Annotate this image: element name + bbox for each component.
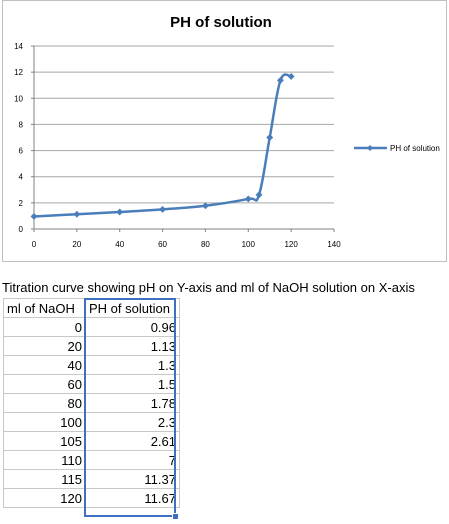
y-tick-labels: 0 2 4 6 8 10 12 14 <box>14 42 23 234</box>
x-tick-label: 40 <box>115 240 124 249</box>
x-tick-label: 60 <box>158 240 167 249</box>
cell-ph[interactable]: 1.13 <box>85 336 180 356</box>
ph-chart: PH of solution 0 2 4 6 8 10 12 14 0 20 40 60 80 100 1… <box>14 14 440 249</box>
column-header-ph[interactable]: PH of solution <box>85 298 180 318</box>
y-tick-label: 0 <box>19 225 24 234</box>
chart-title: PH of solution <box>170 14 272 31</box>
cell-naoh[interactable]: 105 <box>3 431 86 451</box>
chart-caption: Titration curve showing pH on Y-axis and… <box>2 280 415 295</box>
cell-ph[interactable]: 1.78 <box>85 393 180 413</box>
cell-naoh[interactable]: 110 <box>3 450 86 470</box>
x-tick-label: 0 <box>32 240 37 249</box>
data-point <box>287 72 295 81</box>
y-tick-label: 6 <box>19 147 24 156</box>
y-tick-label: 12 <box>14 68 23 77</box>
data-point <box>159 205 167 213</box>
cell-naoh[interactable]: 120 <box>3 488 86 508</box>
table-row: 20 1.13 <box>3 336 180 356</box>
data-point <box>201 202 209 210</box>
data-point <box>255 191 263 199</box>
cell-naoh[interactable]: 80 <box>3 393 86 413</box>
cell-ph[interactable]: 0.96 <box>85 317 180 337</box>
cell-naoh[interactable]: 20 <box>3 336 86 356</box>
legend: PH of solution <box>354 144 440 153</box>
cell-ph[interactable]: 7 <box>85 450 180 470</box>
data-point <box>244 195 252 203</box>
data-point <box>73 210 81 218</box>
cell-ph[interactable]: 11.67 <box>85 488 180 508</box>
y-tick-label: 2 <box>19 199 24 208</box>
cell-naoh[interactable]: 60 <box>3 374 86 394</box>
x-tick-labels: 0 20 40 60 80 100 120 140 <box>32 240 341 249</box>
table-row: 100 2.3 <box>3 412 180 432</box>
cell-naoh[interactable]: 0 <box>3 317 86 337</box>
y-tick-label: 14 <box>14 42 23 51</box>
gridlines <box>34 45 334 204</box>
y-tick-label: 10 <box>14 94 23 103</box>
table-row: 105 2.61 <box>3 431 180 451</box>
data-point <box>276 76 284 84</box>
table-row: 80 1.78 <box>3 393 180 413</box>
fill-handle[interactable] <box>172 513 179 520</box>
x-tick-label: 140 <box>327 240 341 249</box>
column-header-naoh[interactable]: ml of NaOH <box>3 298 86 318</box>
series-line <box>33 73 292 218</box>
x-tick-label: 100 <box>242 240 256 249</box>
table-row: 60 1.5 <box>3 374 180 394</box>
table-header-row: ml of NaOH PH of solution <box>3 298 180 318</box>
cell-ph[interactable]: 11.37 <box>85 469 180 489</box>
cell-ph[interactable]: 2.3 <box>85 412 180 432</box>
cell-ph[interactable]: 1.5 <box>85 374 180 394</box>
legend-marker <box>367 145 373 151</box>
data-point <box>116 208 124 216</box>
legend-label: PH of solution <box>390 144 440 153</box>
data-table: ml of NaOH PH of solution 0 0.96 20 1.13 40 1… <box>3 298 180 508</box>
cell-naoh[interactable]: 115 <box>3 469 86 489</box>
x-tick-label: 20 <box>72 240 81 249</box>
x-tick-label: 120 <box>284 240 298 249</box>
cell-naoh[interactable]: 40 <box>3 355 86 375</box>
series-layer <box>30 72 295 221</box>
table-row: 110 7 <box>3 450 180 470</box>
table-row: 40 1.3 <box>3 355 180 375</box>
cell-ph[interactable]: 2.61 <box>85 431 180 451</box>
data-point <box>266 133 274 142</box>
cell-ph[interactable]: 1.3 <box>85 355 180 375</box>
chart-area: PH of solution 0 2 4 6 8 10 12 14 0 20 40 60 80 100 1… <box>2 0 447 262</box>
table-body: 0 0.96 20 1.13 40 1.3 60 1.5 80 1.78 100 2.3 105 2.61… <box>3 317 180 508</box>
table-row: 0 0.96 <box>3 317 180 337</box>
cell-naoh[interactable]: 100 <box>3 412 86 432</box>
data-point <box>30 212 38 221</box>
y-tick-label: 4 <box>19 173 24 182</box>
table-row: 120 11.67 <box>3 488 180 508</box>
x-tick-label: 80 <box>201 240 210 249</box>
y-tick-label: 8 <box>19 120 24 129</box>
axes <box>31 45 335 232</box>
table-row: 115 11.37 <box>3 469 180 489</box>
